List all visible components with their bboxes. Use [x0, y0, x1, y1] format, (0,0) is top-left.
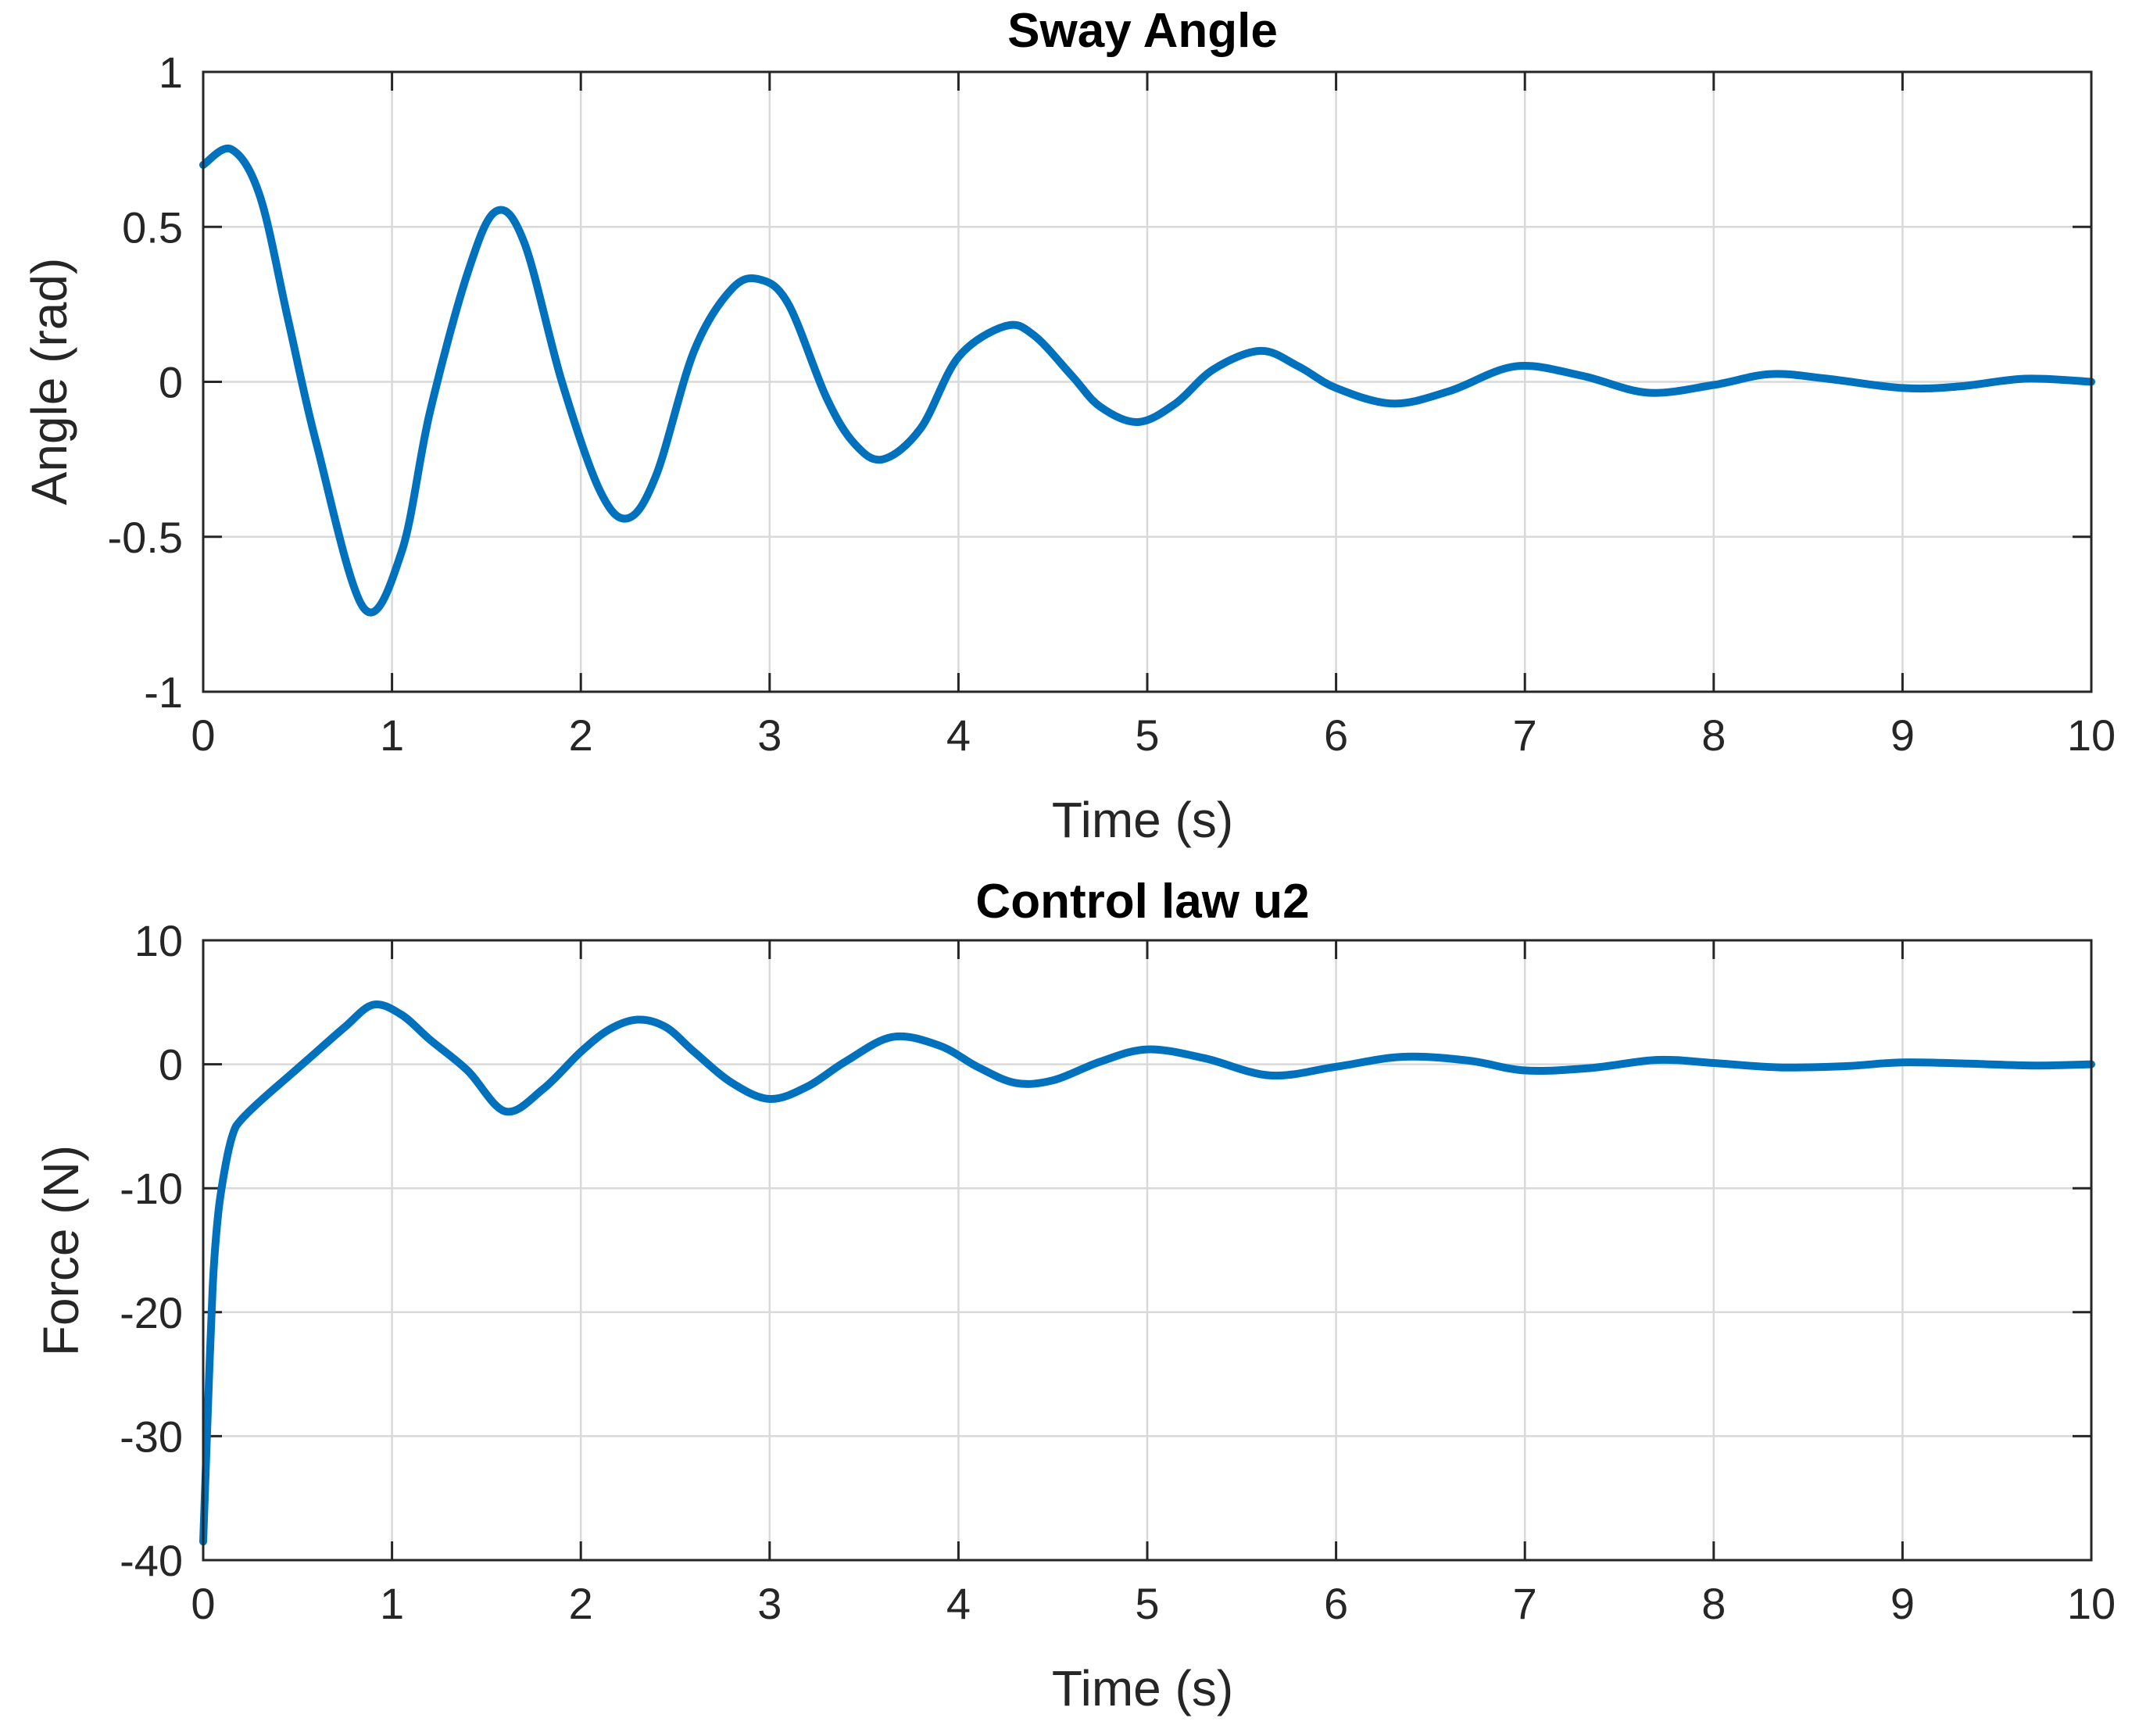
sway-angle-grid: [203, 72, 2091, 692]
sway-angle-ytick-label: -1: [144, 668, 183, 717]
control-law-xtick-label: 5: [1135, 1579, 1159, 1628]
sway-angle-xtick-label: 5: [1135, 711, 1159, 760]
control-law-ytick-label: -30: [120, 1412, 183, 1461]
control-law-xtick-label: 3: [757, 1579, 782, 1628]
control-law-ytick-label: -20: [120, 1288, 183, 1337]
control-law-ylabel: Force (N): [33, 1145, 89, 1356]
sway-angle-axes: Sway Angle 0 1 2 3 4 5 6 7 8 9 10 1 0.5 0 -0.5 -1 Time …: [21, 4, 2116, 848]
control-law-tick-labels: 0 1 2 3 4 5 6 7 8 9 10 10 0 -10 -20 -30 -40: [120, 916, 2116, 1628]
control-law-title: Control law u2: [975, 875, 1309, 929]
sway-angle-xtick-label: 10: [2067, 711, 2116, 760]
sway-angle-ytick-label: 0: [159, 358, 183, 407]
control-law-ytick-label: -10: [120, 1164, 183, 1213]
control-law-xtick-label: 2: [569, 1579, 593, 1628]
control-law-xtick-label: 8: [1701, 1579, 1726, 1628]
sway-angle-xtick-label: 4: [946, 711, 971, 760]
control-law-axes: Control law u2 0 1 2 3 4 5 6 7 8 9 10 10 0 -10 -20 -30 -…: [33, 875, 2116, 1716]
sway-angle-ytick-label: 1: [159, 48, 183, 97]
control-law-ytick-label: 10: [134, 916, 183, 965]
control-law-xtick-label: 1: [380, 1579, 404, 1628]
sway-angle-ytick-label: -0.5: [108, 513, 184, 562]
control-law-xtick-label: 9: [1890, 1579, 1915, 1628]
sway-angle-frame: [202, 70, 2093, 693]
control-law-xtick-label: 4: [946, 1579, 971, 1628]
control-law-frame: [202, 939, 2093, 1562]
control-law-xtick-label: 6: [1324, 1579, 1348, 1628]
sway-angle-xtick-label: 0: [191, 711, 215, 760]
sway-angle-tick-labels: 0 1 2 3 4 5 6 7 8 9 10 1 0.5 0 -0.5 -1: [108, 48, 2116, 760]
sway-angle-xlabel: Time (s): [1052, 792, 1233, 848]
sway-angle-xtick-label: 6: [1324, 711, 1348, 760]
sway-angle-title: Sway Angle: [1007, 4, 1278, 58]
sway-angle-xtick-label: 2: [569, 711, 593, 760]
sway-angle-xtick-label: 1: [380, 711, 404, 760]
sway-angle-xtick-label: 7: [1513, 711, 1537, 760]
sway-angle-ytick-label: 0.5: [122, 202, 183, 252]
control-law-ytick-label: 0: [159, 1040, 183, 1090]
control-law-xtick-label: 7: [1513, 1579, 1537, 1628]
sway-angle-xtick-label: 3: [757, 711, 782, 760]
control-law-xtick-label: 0: [191, 1579, 215, 1628]
sway-angle-ylabel: Angle (rad): [21, 258, 77, 506]
control-law-grid: [203, 940, 2091, 1560]
sway-angle-series-line: [199, 145, 2095, 617]
control-law-xlabel: Time (s): [1052, 1660, 1233, 1716]
sway-angle-xtick-label: 9: [1890, 711, 1915, 760]
control-law-xtick-label: 10: [2067, 1579, 2116, 1628]
control-law-series-line: [199, 1000, 2095, 1546]
control-law-ytick-label: -40: [120, 1536, 183, 1585]
sway-angle-xtick-label: 8: [1701, 711, 1726, 760]
